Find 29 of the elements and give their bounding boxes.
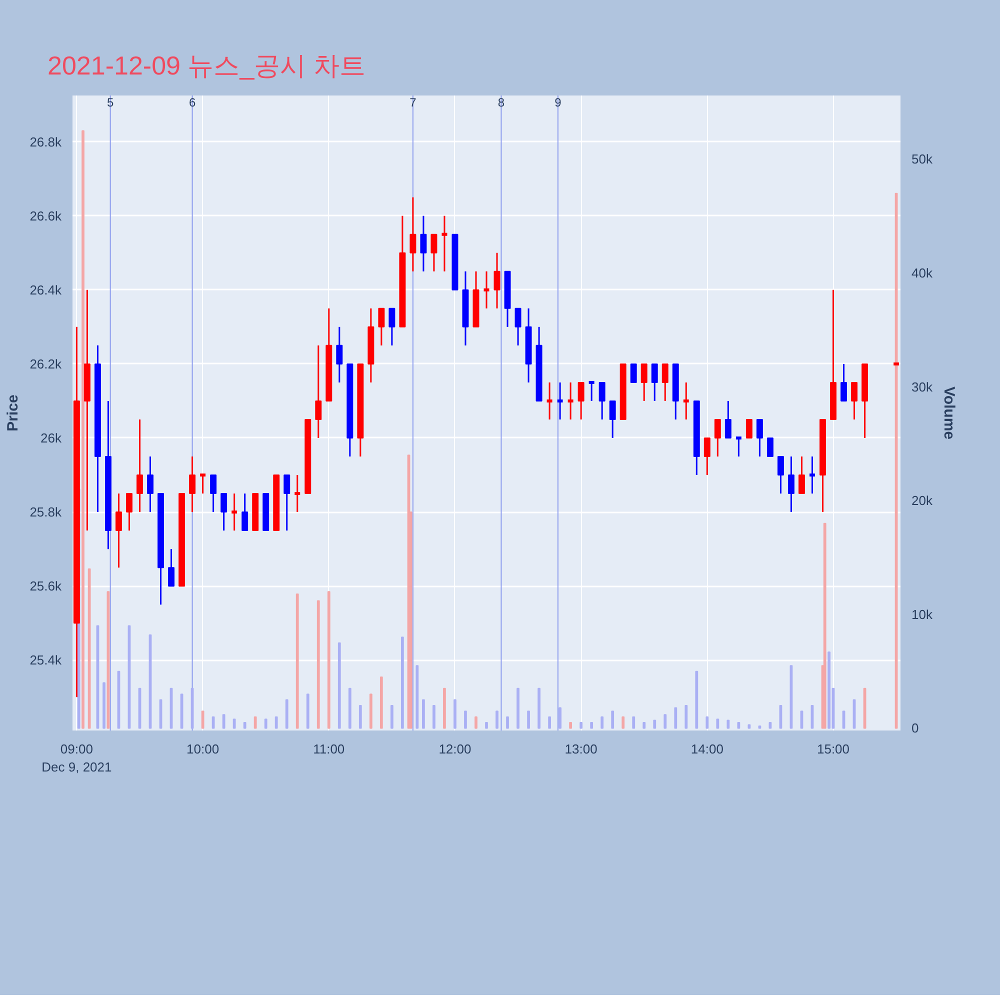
x-tick-label: 09:00 Dec 9, 2021 bbox=[42, 742, 112, 774]
chart-title: 2021-12-09 뉴스_공시 차트 bbox=[48, 50, 366, 80]
x-tick-label: 13:00 bbox=[564, 742, 598, 756]
y2-tick-label: 30k bbox=[912, 379, 933, 394]
y-tick-label: 25.6k bbox=[30, 578, 62, 594]
y2-tick-label: 10k bbox=[912, 606, 933, 622]
ref-line-label: 5 bbox=[106, 96, 114, 110]
ref-line-label: 9 bbox=[554, 96, 562, 110]
x-tick-label: 15:00 bbox=[816, 742, 850, 756]
x-tick-label: 12:00 bbox=[438, 742, 472, 756]
ref-line-label: 7 bbox=[410, 96, 417, 110]
y-tick-label: 26.6k bbox=[30, 208, 62, 224]
y-tick-label: 25.4k bbox=[30, 652, 62, 668]
y2-tick-label: 50k bbox=[912, 152, 933, 167]
y2-tick-label: 20k bbox=[912, 493, 933, 508]
y-axis-title: Price bbox=[4, 394, 22, 432]
ref-line-label: 8 bbox=[498, 96, 505, 110]
y-tick-label: 26k bbox=[40, 430, 62, 446]
x-tick-label: 10:00 bbox=[186, 742, 220, 756]
y-tick-label: 25.8k bbox=[30, 504, 62, 520]
y2-axis-title: Volume bbox=[940, 386, 958, 440]
y-tick-label: 26.2k bbox=[30, 356, 62, 372]
y2-tick-label: 0 bbox=[912, 720, 919, 736]
x-tick-label: 14:00 bbox=[690, 742, 724, 756]
y-tick-label: 26.4k bbox=[30, 282, 62, 298]
y2-tick-label: 40k bbox=[912, 266, 933, 281]
y-tick-label: 26.8k bbox=[30, 134, 62, 150]
x-tick-label: 11:00 bbox=[313, 742, 345, 756]
ref-line-label: 6 bbox=[188, 96, 196, 110]
